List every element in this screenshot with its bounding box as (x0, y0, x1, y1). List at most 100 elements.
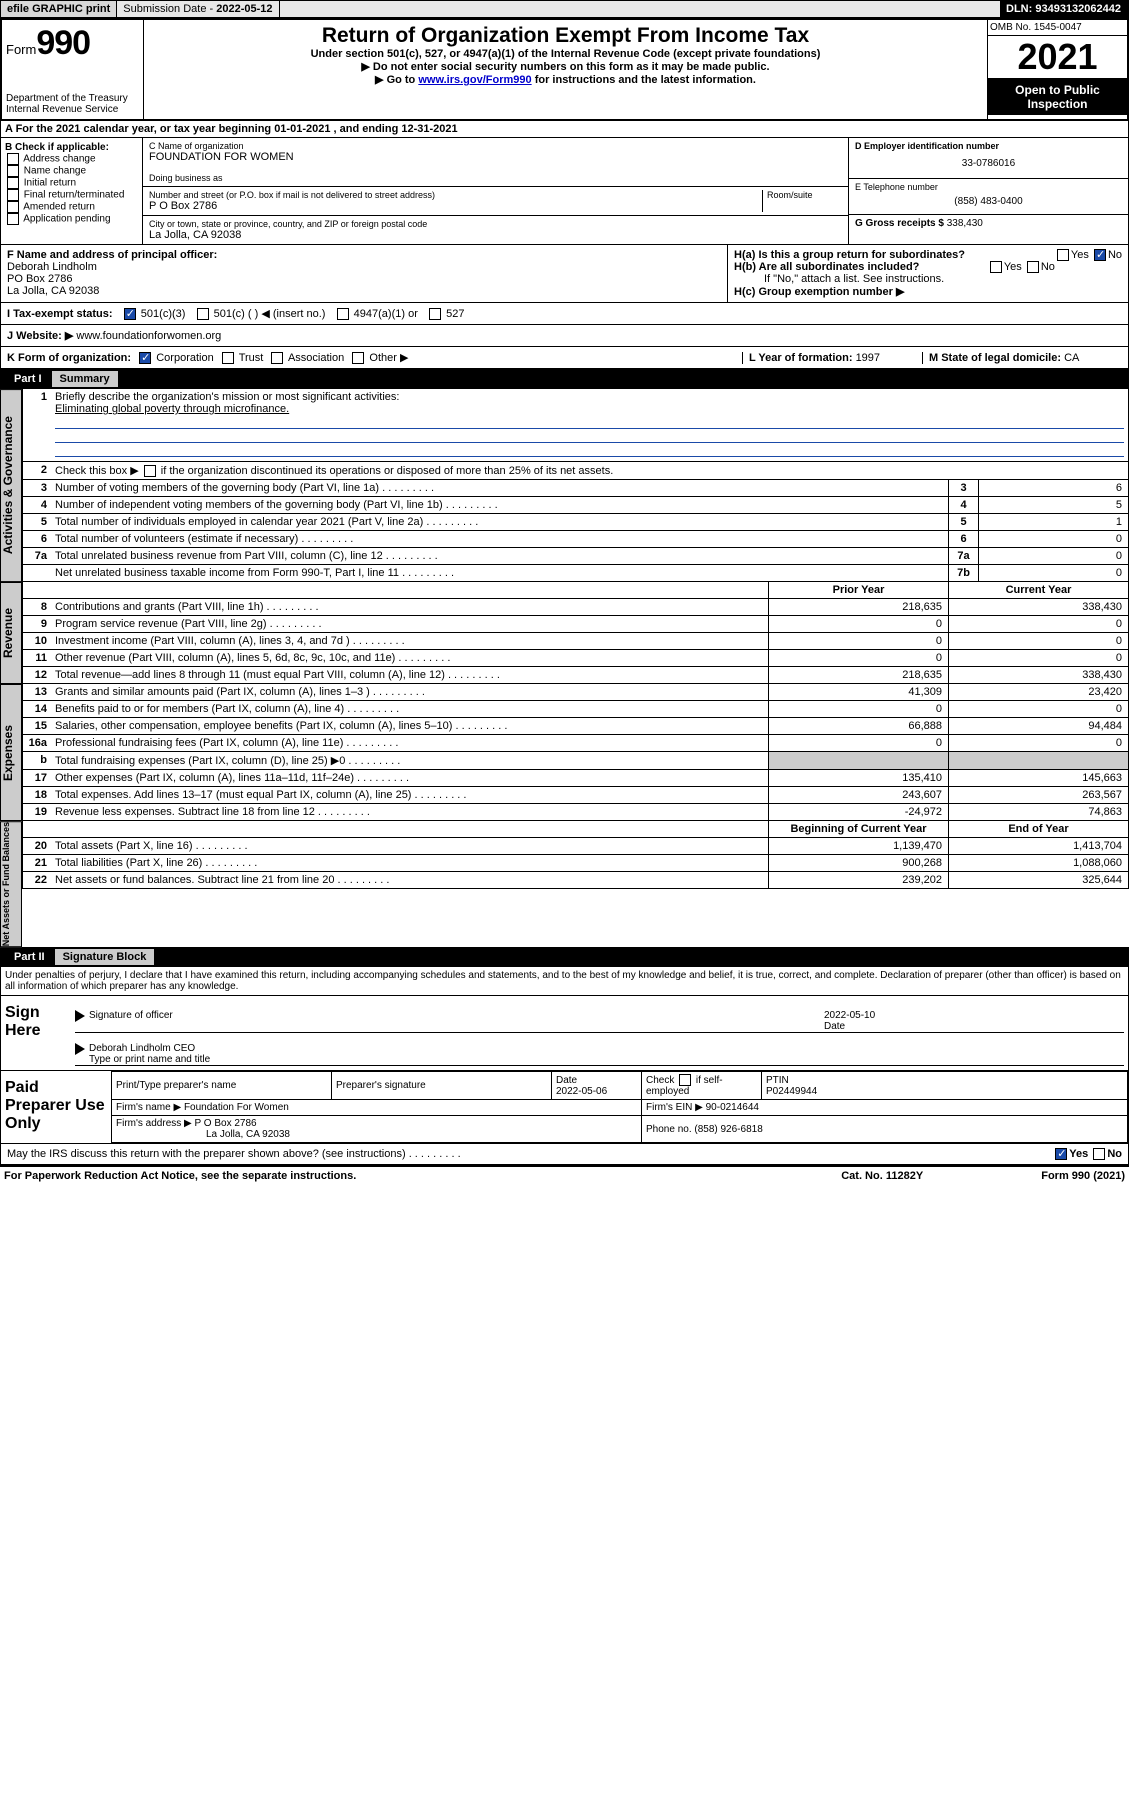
table-row: 21Total liabilities (Part X, line 26)900… (22, 855, 1129, 872)
p-sig-label: Preparer's signature (332, 1072, 552, 1100)
table-row: 17Other expenses (Part IX, column (A), l… (22, 770, 1129, 787)
cb-hb-yes[interactable] (990, 261, 1002, 273)
cb-app-pending[interactable] (7, 213, 19, 225)
hb-no: No (1041, 261, 1055, 273)
cb-4947[interactable] (337, 308, 349, 320)
vlabel-expenses: Expenses (0, 684, 22, 821)
col-b-checkboxes: B Check if applicable: Address change Na… (1, 138, 143, 244)
cb-may-irs-yes[interactable] (1055, 1148, 1067, 1160)
table-row: 20Total assets (Part X, line 16)1,139,47… (22, 838, 1129, 855)
officer-printed: Deborah Lindholm CEO (89, 1043, 195, 1054)
table-row: 9Program service revenue (Part VIII, lin… (22, 616, 1129, 633)
table-row: 8Contributions and grants (Part VIII, li… (22, 599, 1129, 616)
line-row: 3Number of voting members of the governi… (22, 480, 1129, 497)
vlabel-activities: Activities & Governance (0, 389, 22, 582)
cb-name-change[interactable] (7, 165, 19, 177)
open-to-public: Open to Public Inspection (988, 79, 1127, 115)
paid-label: Paid Preparer Use Only (1, 1071, 111, 1143)
paid-table: Print/Type preparer's name Preparer's si… (111, 1071, 1128, 1143)
cb-may-irs-no[interactable] (1093, 1148, 1105, 1160)
m-label: M State of legal domicile: (929, 352, 1064, 364)
instr-pre: ▶ Go to (375, 74, 418, 86)
col-f-officer: F Name and address of principal officer:… (1, 245, 728, 302)
form-header: Form990 Department of the Treasury Inter… (0, 18, 1129, 121)
cb-ha-yes[interactable] (1057, 249, 1069, 261)
table-row: 13Grants and similar amounts paid (Part … (22, 684, 1129, 701)
efile-print-button[interactable]: efile GRAPHIC print (1, 1, 117, 17)
cb-corp[interactable] (139, 352, 151, 364)
firm-addr-label: Firm's address ▶ (116, 1118, 195, 1129)
cb-discontinued[interactable] (144, 465, 156, 477)
col-d: D Employer identification number 33-0786… (848, 138, 1128, 244)
hb-yes: Yes (1004, 261, 1022, 273)
pra-notice: For Paperwork Reduction Act Notice, see … (4, 1170, 841, 1182)
main-title: Return of Organization Exempt From Incom… (152, 24, 979, 48)
irs-label: Internal Revenue Service (6, 104, 139, 115)
hdr-begin: Beginning of Current Year (768, 821, 948, 837)
l-label: L Year of formation: (749, 352, 856, 364)
cb-trust[interactable] (222, 352, 234, 364)
top-bar: efile GRAPHIC print Submission Date - 20… (0, 0, 1129, 18)
opt-assoc: Association (288, 352, 344, 364)
vlabel-revenue: Revenue (0, 582, 22, 684)
table-row: 16aProfessional fundraising fees (Part I… (22, 735, 1129, 752)
cb-hb-no[interactable] (1027, 261, 1039, 273)
opt-527: 527 (446, 308, 464, 320)
table-row: 22Net assets or fund balances. Subtract … (22, 872, 1129, 889)
line-row: 5Total number of individuals employed in… (22, 514, 1129, 531)
dln: DLN: 93493132062442 (1000, 1, 1128, 17)
arrow-icon-2 (75, 1043, 85, 1055)
cb-other[interactable] (352, 352, 364, 364)
cb-assoc[interactable] (271, 352, 283, 364)
officer-addr1: PO Box 2786 (7, 273, 72, 285)
row-a-tax-year: A For the 2021 calendar year, or tax yea… (0, 121, 1129, 138)
form-id-box: Form990 Department of the Treasury Inter… (2, 20, 144, 119)
cb-final-return[interactable] (7, 189, 19, 201)
part1-header: Part I Summary (0, 369, 1129, 389)
revenue-section: Revenue Prior YearCurrent Year 8Contribu… (0, 582, 1129, 684)
cb-501c3[interactable] (124, 308, 136, 320)
part1-label: Part I (8, 373, 48, 385)
opt-other: Other ▶ (369, 352, 408, 364)
submission-date: Submission Date - 2022-05-12 (117, 1, 279, 17)
sig-officer-label: Signature of officer (89, 1010, 824, 1032)
line-row: 4Number of independent voting members of… (22, 497, 1129, 514)
cb-self-employed[interactable] (679, 1074, 691, 1086)
dba-label: Doing business as (149, 173, 842, 183)
cb-initial-return[interactable] (7, 177, 19, 189)
row-klm: K Form of organization: Corporation Trus… (0, 347, 1129, 369)
table-row: 18Total expenses. Add lines 13–17 (must … (22, 787, 1129, 804)
firm-ein: 90-0214644 (706, 1102, 759, 1113)
firm-phone: (858) 926-6818 (694, 1124, 762, 1135)
title-box: Return of Organization Exempt From Incom… (144, 20, 987, 119)
instr-ssn: ▶ Do not enter social security numbers o… (152, 60, 979, 73)
year-box: OMB No. 1545-0047 2021 Open to Public In… (987, 20, 1127, 119)
cb-address-change[interactable] (7, 153, 19, 165)
hdr-end: End of Year (948, 821, 1128, 837)
b-opt-3: Final return/terminated (24, 190, 125, 201)
b-opt-4: Amended return (23, 202, 95, 213)
cb-ha-no[interactable] (1094, 249, 1106, 261)
subtitle: Under section 501(c), 527, or 4947(a)(1)… (152, 48, 979, 60)
arrow-icon (75, 1010, 85, 1022)
may-irs-row: May the IRS discuss this return with the… (0, 1144, 1129, 1165)
b-opt-0: Address change (23, 154, 95, 165)
cb-amended[interactable] (7, 201, 19, 213)
b-opt-5: Application pending (23, 214, 110, 225)
cb-527[interactable] (429, 308, 441, 320)
opt-501c3: 501(c)(3) (141, 308, 186, 320)
ha-no: No (1108, 249, 1122, 261)
b-label: B Check if applicable: (5, 142, 109, 153)
row-i-tax-status: I Tax-exempt status: 501(c)(3) 501(c) ( … (0, 303, 1129, 325)
opt-trust: Trust (239, 352, 264, 364)
perjury-text: Under penalties of perjury, I declare th… (0, 967, 1129, 996)
cb-501c[interactable] (197, 308, 209, 320)
tax-year: 2021 (988, 36, 1127, 79)
org-name: FOUNDATION FOR WOMEN (149, 151, 842, 163)
net-section: Net Assets or Fund Balances Beginning of… (0, 821, 1129, 947)
may-no: No (1107, 1148, 1122, 1160)
l-val: 1997 (856, 352, 880, 364)
hdr-curr: Current Year (948, 582, 1128, 598)
form990-link[interactable]: www.irs.gov/Form990 (418, 74, 531, 86)
instr-goto: ▶ Go to www.irs.gov/Form990 for instruct… (152, 73, 979, 86)
